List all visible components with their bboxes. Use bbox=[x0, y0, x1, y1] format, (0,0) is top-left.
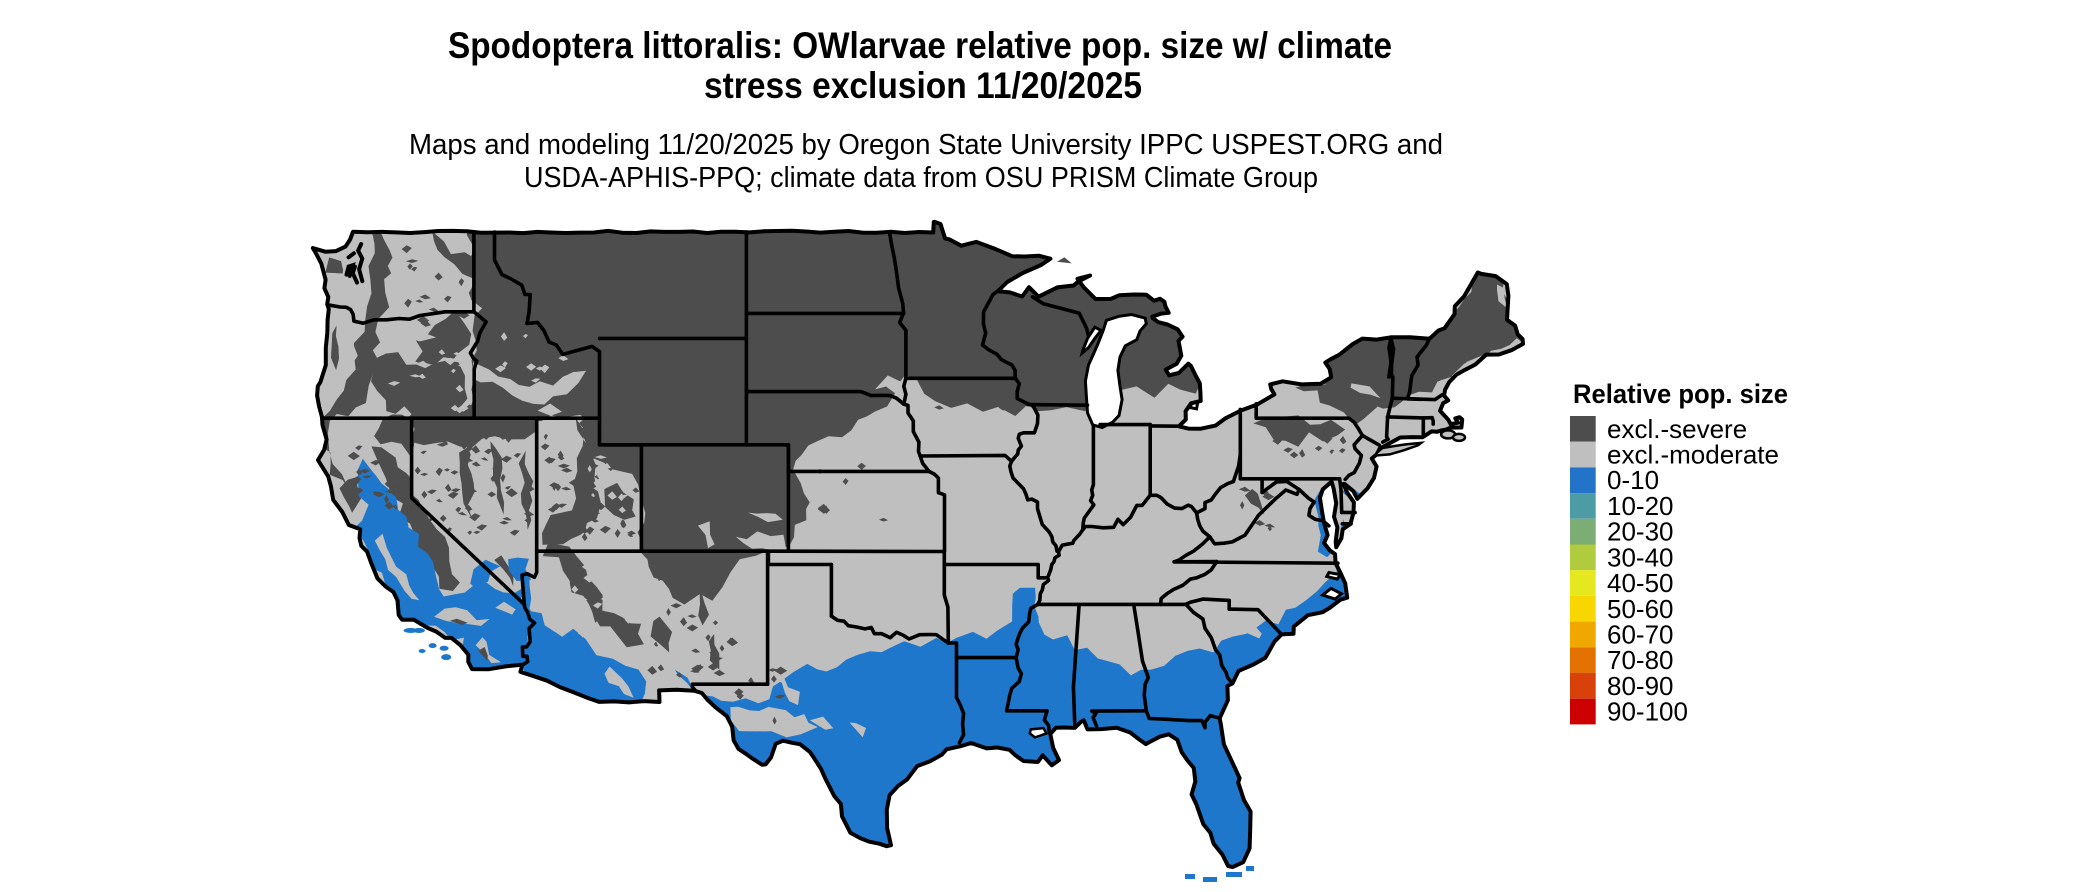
svg-text:20-30: 20-30 bbox=[1607, 517, 1674, 547]
svg-text:60-70: 60-70 bbox=[1607, 620, 1674, 650]
svg-text:Maps and modeling 11/20/2025 b: Maps and modeling 11/20/2025 by Oregon S… bbox=[409, 129, 1443, 161]
svg-text:Relative pop. size: Relative pop. size bbox=[1573, 379, 1788, 409]
svg-text:Spodoptera littoralis: OWlarva: Spodoptera littoralis: OWlarvae relative… bbox=[448, 25, 1392, 66]
svg-text:90-100: 90-100 bbox=[1607, 697, 1688, 727]
svg-text:excl.-moderate: excl.-moderate bbox=[1607, 440, 1779, 470]
svg-text:80-90: 80-90 bbox=[1607, 671, 1674, 701]
svg-text:10-20: 10-20 bbox=[1607, 491, 1674, 521]
svg-text:70-80: 70-80 bbox=[1607, 645, 1674, 675]
svg-text:0-10: 0-10 bbox=[1607, 465, 1659, 495]
svg-text:stress exclusion 11/20/2025: stress exclusion 11/20/2025 bbox=[704, 65, 1142, 106]
svg-text:50-60: 50-60 bbox=[1607, 594, 1674, 624]
svg-text:30-40: 30-40 bbox=[1607, 542, 1674, 572]
svg-text:40-50: 40-50 bbox=[1607, 568, 1674, 598]
svg-text:excl.-severe: excl.-severe bbox=[1607, 414, 1747, 444]
svg-text:USDA-APHIS-PPQ; climate data f: USDA-APHIS-PPQ; climate data from OSU PR… bbox=[524, 162, 1318, 194]
